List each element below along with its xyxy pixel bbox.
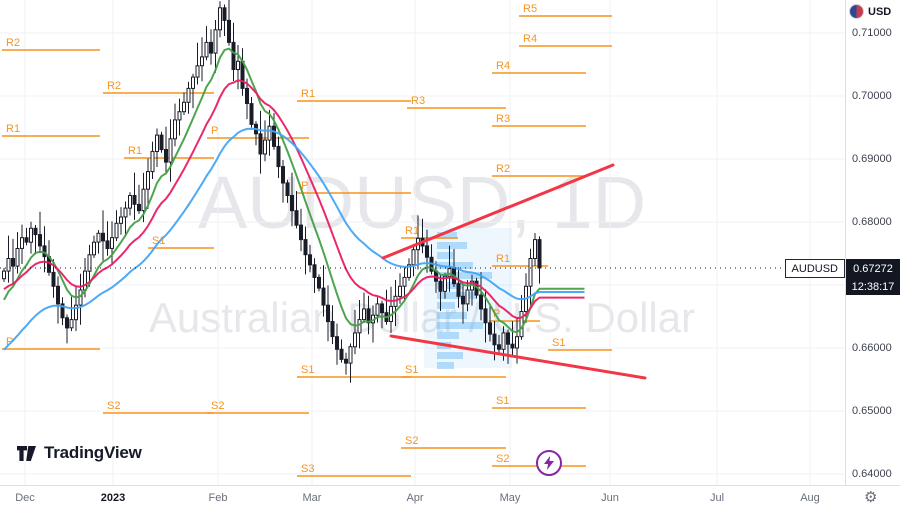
currency-chip[interactable]: USD [849, 4, 891, 19]
currency-pair-flag-icon [849, 4, 864, 19]
pivot-label: R2 [496, 163, 510, 175]
price-axis[interactable]: 0.710000.700000.690000.680000.670000.660… [845, 0, 900, 485]
time-tick: Feb [208, 492, 228, 504]
pivot-label: R1 [496, 253, 510, 265]
price-tick: 0.65000 [852, 405, 892, 417]
tradingview-logo-icon [17, 445, 36, 461]
pivot-label: R3 [496, 113, 510, 125]
ma-green[interactable] [3, 47, 585, 334]
pivot-label: S2 [107, 400, 120, 412]
pivot-label: R4 [496, 60, 510, 72]
time-axis[interactable]: Dec 2023 Feb Mar Apr May Jun Jul Aug [0, 485, 900, 510]
time-tick: Aug [800, 492, 820, 504]
pivot-label: S2 [496, 453, 509, 465]
time-tick: May [499, 492, 521, 504]
price-tick: 0.70000 [852, 90, 892, 102]
pivot-label: S1 [405, 364, 418, 376]
pivot-label: S1 [496, 395, 509, 407]
pivot-label: R1 [405, 225, 419, 237]
price-tick: 0.66000 [852, 342, 892, 354]
pivot-label: P [6, 336, 13, 348]
bar-countdown-label: 12:38:17 [846, 278, 900, 295]
pivot-label: P [493, 308, 500, 320]
pivot-label: R2 [6, 37, 20, 49]
pivot-label: R4 [523, 33, 537, 45]
pivot-label: S2 [211, 400, 224, 412]
pivot-levels[interactable]: R2 R1 P R2 R1 S1 S2 P S2 R1 P S1 S3 R3 R1 S1 S2 R5 R4 R4 R3 R… [2, 3, 612, 477]
pivot-label: P [301, 180, 308, 192]
pivot-label: S1 [301, 364, 314, 376]
lightning-bolt-icon [544, 456, 554, 470]
tradingview-logo[interactable]: TradingView [16, 443, 142, 463]
watermark-subtitle: Australian Dollar / U.S. Dollar [149, 294, 695, 341]
pivot-label: R1 [128, 145, 142, 157]
price-tick: 0.69000 [852, 153, 892, 165]
ma-pink[interactable] [3, 79, 585, 320]
trendline[interactable] [381, 163, 615, 260]
price-tick: 0.68000 [852, 216, 892, 228]
flash-indicator-icon[interactable] [536, 450, 562, 476]
time-tick: Jun [601, 492, 619, 504]
pivot-label: R3 [411, 95, 425, 107]
time-tick: Mar [302, 492, 322, 504]
pivot-label: R1 [6, 123, 20, 135]
pivot-label: P [211, 125, 218, 137]
watermark: AUDUSD, 1D Australian Dollar / U.S. Doll… [149, 161, 695, 341]
price-chart[interactable]: AUDUSD, 1D Australian Dollar / U.S. Doll… [0, 0, 845, 485]
currency-label: USD [868, 5, 892, 18]
chart-pane[interactable]: AUDUSD, 1D Australian Dollar / U.S. Doll… [0, 0, 845, 485]
symbol-price-tag: AUDUSD [784, 259, 845, 278]
last-price-label: 0.67272 [846, 259, 900, 278]
pivot-label: S2 [405, 435, 418, 447]
pivot-label: S3 [301, 463, 314, 475]
pivot-label: R1 [301, 88, 315, 100]
price-tick: 0.71000 [852, 27, 892, 39]
price-tick: 0.64000 [852, 468, 892, 480]
pivot-label: S1 [552, 337, 565, 349]
pivot-label: R5 [523, 3, 537, 15]
time-tick: Jul [709, 492, 725, 504]
gridlines [0, 0, 845, 485]
ma-blue[interactable] [3, 127, 585, 351]
tradingview-logo-text: TradingView [44, 443, 142, 462]
time-tick: Dec [15, 492, 35, 504]
time-tick: Apr [406, 492, 424, 504]
gear-icon[interactable]: ⚙ [864, 489, 878, 506]
time-tick: 2023 [100, 492, 126, 504]
pivot-label: R2 [107, 80, 121, 92]
trendline[interactable] [389, 334, 647, 380]
